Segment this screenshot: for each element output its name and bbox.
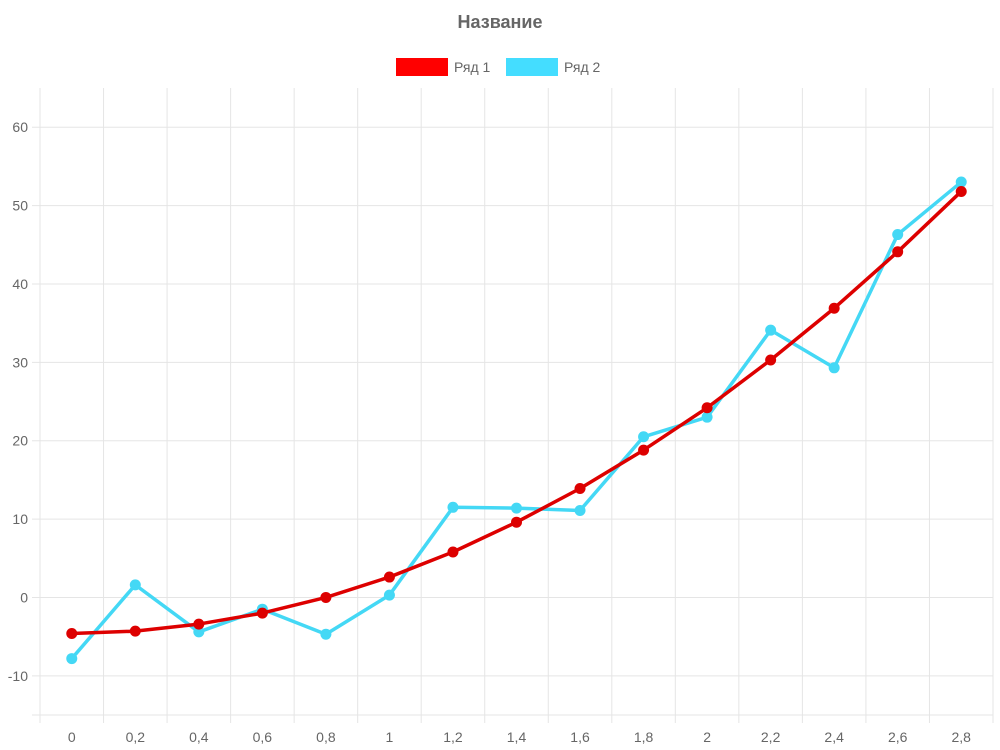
data-point [320,628,332,640]
series-line [70,180,963,660]
y-tick-label: 10 [12,511,28,527]
data-point [574,504,586,516]
x-tick-label: 1,8 [634,729,654,745]
series-line [71,190,963,636]
y-tick-label: 20 [12,433,28,449]
x-tick-label: 0,4 [189,729,209,745]
x-tick-label: 2,6 [888,729,908,745]
data-point [574,482,586,494]
series-1 [66,185,967,639]
data-point [765,354,777,366]
y-tick-label: 50 [12,198,28,214]
data-point [701,402,713,414]
x-tick-label: 2,4 [824,729,844,745]
data-point [638,431,650,443]
grid [32,88,994,723]
x-tick-label: 1 [386,729,394,745]
y-tick-label: 60 [12,119,28,135]
legend-swatch [396,58,448,76]
data-point [129,579,141,591]
x-tick-label: 0,6 [253,729,273,745]
data-point [765,324,777,336]
data-point [193,618,205,630]
data-point [828,302,840,314]
data-point [320,591,332,603]
x-tick-label: 2 [703,729,711,745]
x-tick-label: 0 [68,729,76,745]
data-point [383,589,395,601]
legend-item[interactable]: Ряд 2 [506,58,601,76]
legend: Ряд 1 Ряд 2 [396,58,601,76]
x-tick-label: 2,8 [951,729,971,745]
data-point [511,502,522,514]
data-point [892,229,904,241]
x-tick-label: 1,6 [570,729,590,745]
data-point [256,607,268,619]
data-point [447,501,459,513]
data-point [66,627,78,639]
x-tick-label: 1,2 [443,729,463,745]
chart-title: Название [458,12,543,32]
x-tick-label: 0,8 [316,729,336,745]
series-2 [66,176,967,665]
series-layer [66,176,967,665]
y-tick-label: 0 [20,589,28,605]
x-tick-label: 0,2 [126,729,146,745]
x-tick-label: 1,4 [507,729,527,745]
data-point [892,246,904,258]
data-point [383,571,395,583]
legend-label: Ряд 2 [564,59,601,75]
x-tick-label: 2,2 [761,729,781,745]
data-point [955,176,967,188]
y-tick-label: 40 [12,276,28,292]
data-point [701,411,713,423]
data-point [638,444,650,456]
axis-labels: -10 0 10 20 30 40 50 60 0 0,2 0,4 0,6 0,8 1 1,2 1,4 1,6 1… [8,119,971,745]
data-point [511,516,522,528]
legend-item[interactable]: Ряд 1 [396,58,491,76]
data-point [955,185,967,197]
legend-swatch [506,58,558,76]
data-point [447,546,459,558]
data-point [129,625,141,637]
y-tick-label: 30 [12,354,28,370]
y-tick-label: -10 [8,668,28,684]
data-point [828,362,840,374]
legend-label: Ряд 1 [454,59,491,75]
data-point [193,626,205,638]
data-point [66,653,78,665]
